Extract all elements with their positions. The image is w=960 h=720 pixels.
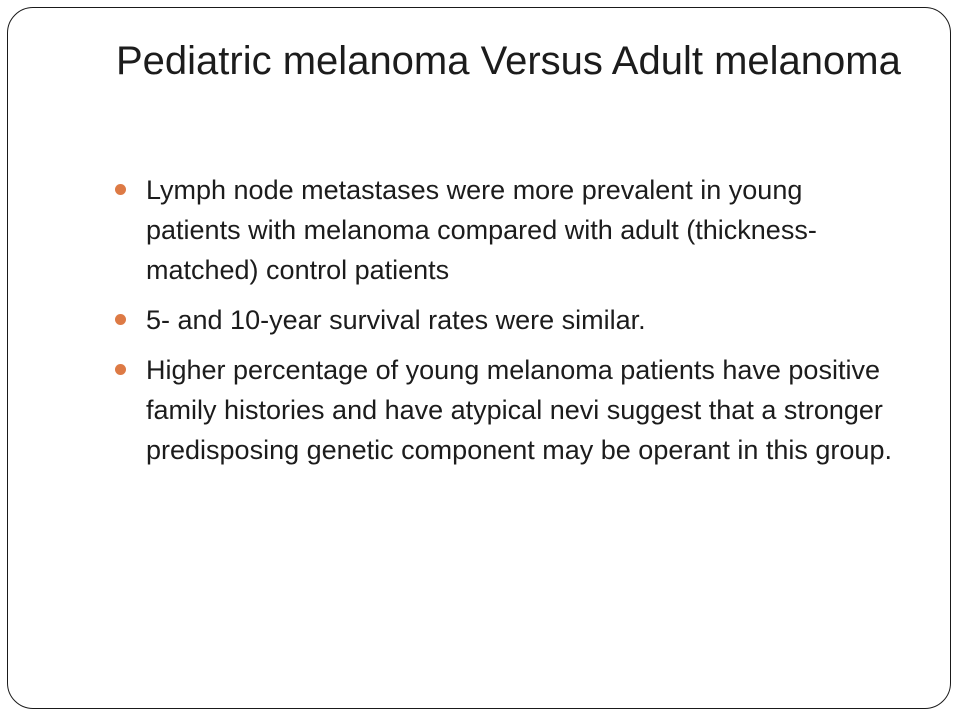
list-item: Lymph node metastases were more prevalen… <box>112 170 902 290</box>
bullet-text: Higher percentage of young melanoma pati… <box>146 355 892 465</box>
list-item: Higher percentage of young melanoma pati… <box>112 350 902 470</box>
bullet-text: Lymph node metastases were more prevalen… <box>146 175 817 285</box>
list-item: 5- and 10-year survival rates were simil… <box>112 300 902 340</box>
bullet-dot-icon <box>115 364 126 375</box>
bullet-text: 5- and 10-year survival rates were simil… <box>146 305 646 335</box>
slide-title: Pediatric melanoma Versus Adult melanoma <box>116 39 901 83</box>
bullet-dot-icon <box>115 314 126 325</box>
slide-frame: Pediatric melanoma Versus Adult melanoma… <box>7 7 951 709</box>
bullet-list: Lymph node metastases were more prevalen… <box>112 170 902 480</box>
bullet-dot-icon <box>115 184 126 195</box>
